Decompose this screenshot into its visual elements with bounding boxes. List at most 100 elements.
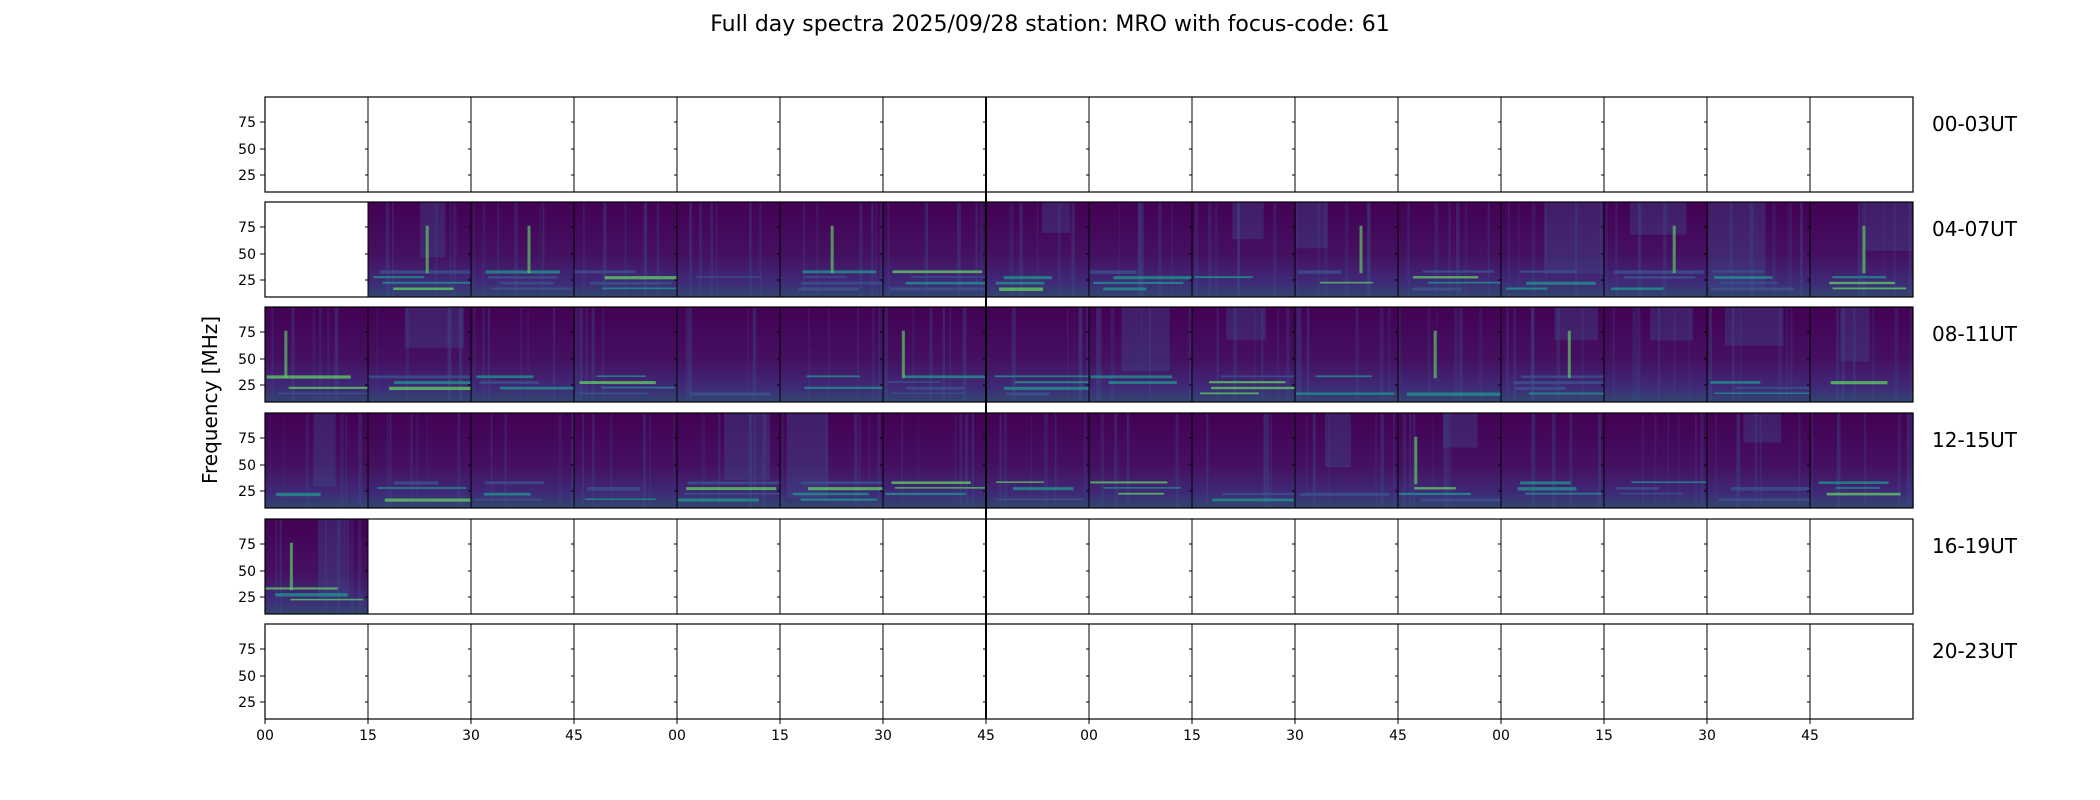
spectrogram-cell [1810, 413, 1915, 508]
spectrogram-streak [1043, 413, 1048, 508]
spectrogram-cell [471, 202, 574, 297]
spectrogram-band [695, 276, 762, 278]
spectrogram-cell [677, 413, 785, 508]
spectrogram-streak [1305, 413, 1308, 508]
empty-cell [883, 624, 986, 719]
spectrogram-streak [1454, 307, 1458, 402]
y-tick-label: 75 [238, 325, 256, 341]
spectrogram-streak [1324, 202, 1328, 297]
spectrogram-fill [986, 413, 1089, 508]
spectrogram-streak [1642, 413, 1644, 508]
spectrogram-streak [962, 307, 967, 402]
y-tick-label: 50 [238, 458, 256, 474]
y-tick-label: 75 [238, 537, 256, 553]
spectrogram-fill [780, 413, 883, 508]
spectrogram-fill [1810, 413, 1913, 508]
spectrogram-band [1108, 381, 1177, 384]
spectrogram-patch [313, 413, 336, 487]
spectrogram-streak [1263, 413, 1267, 508]
spectrogram-streak [880, 202, 883, 297]
spectrogram-fill [1501, 202, 1604, 297]
spectrogram-streak [1789, 307, 1793, 402]
spectrogram-streak [878, 307, 881, 402]
spectrogram-band [1719, 281, 1778, 284]
spectrogram-streak [885, 307, 888, 402]
spectrogram-streak [624, 202, 627, 297]
spectrogram-streak [859, 202, 863, 297]
spectrogram-band [604, 276, 683, 280]
spectrogram-band [476, 375, 534, 379]
spectrogram-cell [1295, 413, 1398, 508]
spectrogram-streak [1531, 413, 1536, 508]
spectrogram-band [488, 276, 558, 279]
spectrogram-streak [1175, 413, 1179, 508]
spectrogram-band [1714, 392, 1811, 395]
spectrogram-cell [265, 519, 368, 614]
spectrogram-streak [1754, 413, 1758, 508]
spectrogram-streak [1909, 202, 1914, 297]
spectrogram-streak [1158, 202, 1162, 297]
spectrogram-streak [1137, 202, 1142, 297]
spectrogram-band [1730, 487, 1830, 491]
spectrogram-streak [754, 413, 757, 508]
spectrogram-band [1221, 375, 1298, 378]
spectrogram-band [601, 386, 675, 389]
spectrogram-streak [542, 202, 545, 297]
spectrogram-band [1526, 281, 1596, 285]
spectrogram-band [288, 386, 379, 389]
spectrogram-streak [1581, 307, 1584, 402]
empty-cell [1295, 624, 1398, 719]
spectrogram-fill [1501, 413, 1604, 508]
y-tick-label: 75 [238, 220, 256, 236]
spectrogram-cell [574, 202, 686, 297]
spectrogram-streak [1171, 202, 1174, 297]
spectrogram-band [483, 492, 531, 496]
spectrogram-band [393, 287, 454, 291]
y-tick-label: 25 [238, 168, 256, 184]
spectrogram-band [1005, 392, 1050, 396]
spectrogram-band [1113, 276, 1200, 280]
spectrogram-streak [319, 307, 322, 402]
spectrogram-band [690, 392, 771, 396]
spectrogram-streak [803, 202, 805, 297]
spectrogram-band [1832, 276, 1887, 279]
spectrogram-fill [265, 413, 368, 508]
spectrogram-streak [1714, 413, 1718, 508]
spectrogram-streak [1799, 202, 1803, 297]
spectrogram-patch [1629, 202, 1687, 235]
spectrogram-streak [1237, 202, 1239, 297]
spectrogram-streak [1657, 307, 1660, 402]
spectrogram-band [1826, 492, 1901, 496]
spectrogram-cell [1501, 413, 1604, 508]
spectrogram-fill [1192, 413, 1295, 508]
spectrogram-streak [717, 413, 721, 508]
spectrogram-streak [1615, 202, 1618, 297]
spectrogram-band [1835, 487, 1880, 489]
row-label: 08-11UT [1932, 322, 2018, 346]
spectrogram-streak [949, 307, 952, 402]
spectrogram-fill [471, 202, 574, 297]
spectrogram-streak [1263, 413, 1265, 508]
spectrogram-band [1210, 386, 1301, 390]
row-frame [264, 306, 1914, 403]
spectrogram-streak [749, 413, 751, 508]
spectrogram-streak [1036, 202, 1039, 297]
y-tick-label: 25 [238, 484, 256, 500]
spectrogram-band [1209, 381, 1286, 384]
spectrogram-burst [284, 330, 288, 379]
spectrogram-streak [929, 307, 933, 402]
spectrogram-streak [999, 413, 1002, 508]
spectrogram-band [995, 498, 1084, 501]
spectrogram-band [1521, 375, 1622, 379]
spectrogram-streak [1811, 413, 1814, 508]
spectrogram-streak [954, 413, 957, 508]
empty-cell [986, 624, 1089, 719]
spectrogram-streak [1140, 202, 1144, 297]
x-tick-label: 00 [668, 728, 686, 744]
spectrogram-streak [710, 202, 714, 297]
spectrogram-streak [1531, 307, 1535, 402]
spectrogram-streak [1612, 307, 1616, 402]
spectrogram-streak [1375, 413, 1377, 508]
spectrogram-streak [1409, 413, 1412, 508]
spectrogram-band [290, 598, 364, 601]
